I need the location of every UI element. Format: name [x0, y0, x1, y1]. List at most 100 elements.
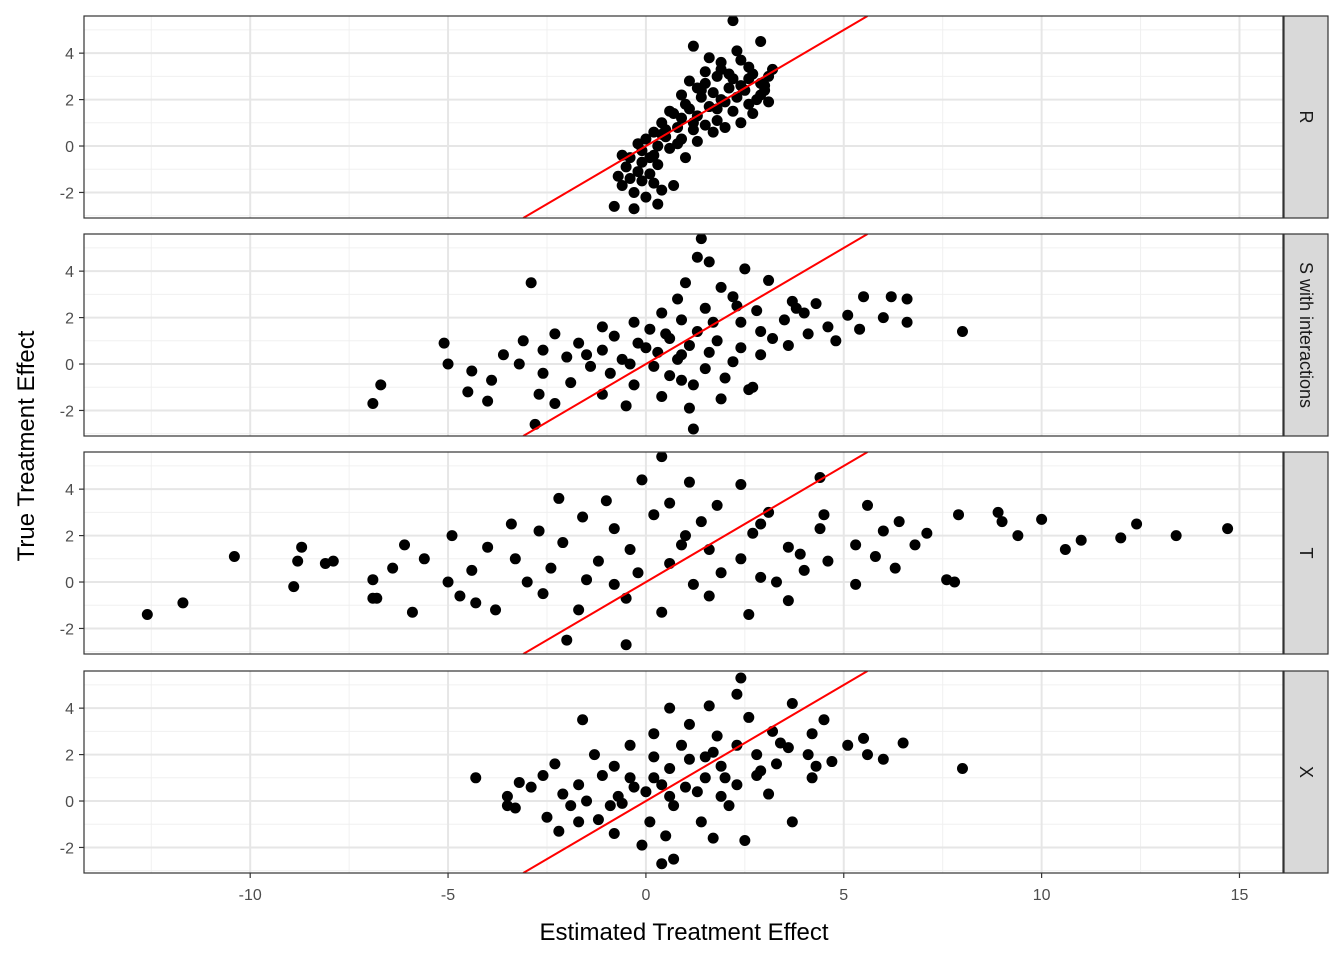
data-point	[889, 562, 901, 574]
data-point	[628, 186, 640, 198]
data-point	[608, 330, 620, 342]
panel-background	[84, 671, 1283, 873]
data-point	[141, 609, 153, 621]
data-point	[711, 499, 723, 511]
data-point	[375, 379, 387, 391]
data-point	[826, 756, 838, 768]
data-point	[454, 590, 466, 602]
data-point	[537, 367, 549, 379]
data-point	[592, 555, 604, 567]
data-point	[660, 830, 672, 842]
data-point	[177, 597, 189, 609]
panel-border	[83, 670, 1284, 874]
data-point	[755, 349, 767, 361]
panel-border	[83, 451, 1284, 655]
data-point	[751, 305, 763, 317]
data-point	[664, 702, 676, 714]
data-point	[632, 166, 644, 178]
data-point	[581, 349, 593, 361]
data-point	[743, 609, 755, 621]
data-point	[877, 753, 889, 765]
data-point	[577, 511, 589, 523]
data-point	[727, 356, 739, 368]
data-point	[731, 688, 743, 700]
data-point	[699, 751, 711, 763]
data-point	[715, 760, 727, 772]
x-axis: -10 -5 0 5 10 15	[239, 873, 1248, 904]
data-point	[624, 772, 636, 784]
data-point	[699, 66, 711, 78]
data-point	[517, 335, 529, 347]
data-point	[525, 277, 537, 289]
data-point	[624, 173, 636, 185]
data-point	[565, 377, 577, 389]
data-point	[505, 518, 517, 530]
data-point	[707, 87, 719, 99]
data-point	[632, 337, 644, 349]
data-point	[490, 604, 502, 616]
data-point	[399, 539, 411, 551]
data-point	[660, 328, 672, 340]
data-point	[786, 698, 798, 710]
data-point	[668, 108, 680, 120]
data-point	[466, 365, 478, 377]
data-point	[640, 342, 652, 354]
data-point	[640, 133, 652, 145]
data-point	[632, 567, 644, 579]
data-point	[703, 52, 715, 64]
data-point	[782, 541, 794, 553]
data-point	[656, 128, 668, 140]
data-point	[707, 746, 719, 758]
data-point	[561, 634, 573, 646]
y-tick-label: 0	[65, 139, 74, 156]
data-point	[767, 332, 779, 344]
data-point	[691, 326, 703, 338]
y-tick-label: -2	[60, 185, 74, 202]
data-point	[573, 779, 585, 791]
data-point	[612, 170, 624, 182]
data-point	[691, 786, 703, 798]
data-point	[644, 152, 656, 164]
data-point	[676, 374, 688, 386]
data-point	[862, 749, 874, 761]
data-point	[751, 94, 763, 106]
data-point	[723, 800, 735, 812]
data-point	[668, 800, 680, 812]
data-point	[822, 321, 834, 333]
data-point	[537, 769, 549, 781]
data-point	[735, 553, 747, 565]
data-point	[858, 732, 870, 744]
y-tick-label: 2	[65, 93, 74, 110]
facet-panel-r: -2 0 2 4 R	[60, 15, 1329, 219]
data-point	[735, 316, 747, 328]
data-point	[553, 492, 565, 504]
reference-line	[522, 452, 869, 654]
data-point	[699, 772, 711, 784]
facet-strip-label: S with interactions	[1296, 262, 1316, 408]
data-point	[676, 349, 688, 361]
data-point	[956, 763, 968, 775]
data-point	[442, 358, 454, 370]
panel-background	[84, 234, 1283, 436]
data-point	[707, 316, 719, 328]
data-point	[620, 161, 632, 173]
data-point	[695, 234, 707, 245]
data-point	[798, 564, 810, 576]
data-point	[367, 397, 379, 409]
data-point	[699, 363, 711, 375]
data-point	[600, 495, 612, 507]
data-point	[608, 760, 620, 772]
data-point	[703, 256, 715, 268]
data-point	[288, 581, 300, 593]
data-point	[561, 351, 573, 363]
data-point	[616, 179, 628, 191]
data-point	[292, 555, 304, 567]
data-point	[767, 63, 779, 75]
data-point	[901, 316, 913, 328]
panel-border	[83, 15, 1284, 219]
data-point	[664, 497, 676, 509]
data-point	[679, 277, 691, 289]
data-point	[683, 718, 695, 730]
data-point	[533, 388, 545, 400]
data-point	[608, 200, 620, 212]
